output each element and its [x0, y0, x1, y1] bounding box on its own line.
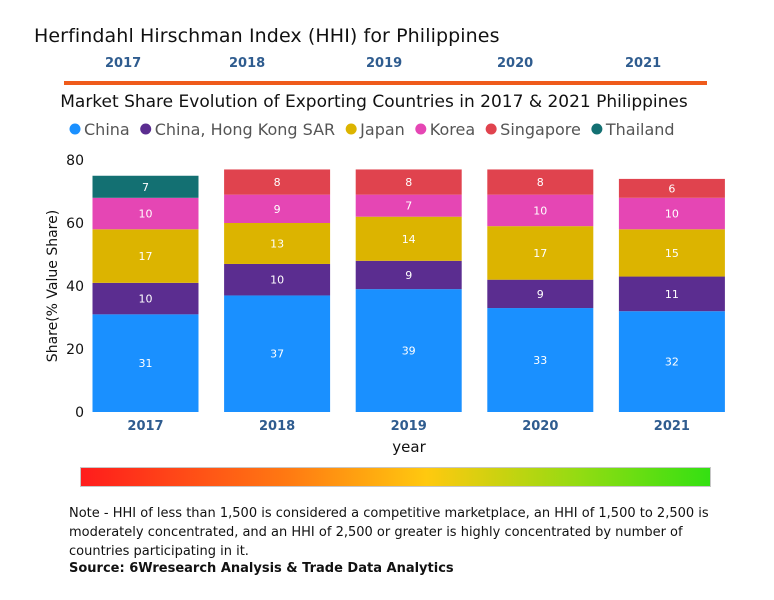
hhi-color-scale [80, 467, 711, 487]
data-label-2019-japan: 14 [402, 233, 416, 246]
bar-2021-korea [618, 197, 725, 230]
data-label-2017-china-hong-kong-sar: 10 [139, 293, 153, 306]
bar-2019-singapore [355, 169, 462, 195]
data-label-2017-thailand: 7 [142, 181, 149, 194]
bar-2020-singapore [487, 169, 594, 195]
bar-2021-china-hong-kong-sar [618, 276, 725, 312]
data-label-2020-singapore: 8 [537, 176, 544, 189]
legend-marker-korea [415, 123, 427, 135]
hhi-year-2017: 2017 [105, 56, 142, 71]
y-tick-40: 40 [66, 279, 84, 295]
hhi-year-2019: 2019 [366, 56, 403, 71]
hhi-year-2018: 2018 [229, 56, 266, 71]
bar-2020-china-hong-kong-sar [487, 279, 594, 309]
bar-2019-korea [355, 194, 462, 217]
legend-marker-china-hong-kong-sar [140, 123, 152, 135]
legend-label-thailand: Thailand [605, 120, 675, 139]
data-label-2018-singapore: 8 [274, 176, 281, 189]
source-text: Source: 6Wresearch Analysis & Trade Data… [69, 561, 454, 576]
hhi-year-2021: 2021 [625, 56, 662, 71]
stacked-bar-chart: Market Share Evolution of Exporting Coun… [45, 92, 725, 456]
data-label-2021-korea: 10 [665, 208, 679, 221]
orange-divider [64, 81, 707, 85]
data-label-2018-china-hong-kong-sar: 10 [270, 274, 284, 287]
bar-2019-china-hong-kong-sar [355, 260, 462, 290]
x-axis-label: year [392, 438, 426, 456]
y-tick-80: 80 [66, 153, 84, 169]
chart-title: Market Share Evolution of Exporting Coun… [60, 92, 688, 112]
data-label-2021-china-hong-kong-sar: 11 [665, 288, 679, 301]
hhi-year-2020: 2020 [497, 56, 534, 71]
data-label-2020-japan: 17 [533, 247, 547, 260]
data-label-2021-japan: 15 [665, 247, 679, 260]
data-label-2021-china: 32 [665, 356, 679, 369]
y-tick-60: 60 [66, 216, 84, 232]
bar-2020-korea [487, 194, 594, 227]
legend-label-singapore: Singapore [500, 120, 581, 139]
data-label-2019-china-hong-kong-sar: 9 [405, 269, 412, 282]
bar-2021-singapore [618, 178, 725, 198]
bar-2021-china [618, 311, 725, 412]
x-tick-2019: 2019 [391, 419, 427, 434]
x-tick-2020: 2020 [522, 419, 558, 434]
bar-2017-japan [92, 229, 199, 283]
legend-label-korea: Korea [430, 120, 475, 139]
data-label-2021-singapore: 6 [668, 182, 675, 195]
bar-2018-japan [224, 223, 331, 264]
x-tick-2021: 2021 [654, 419, 690, 434]
legend-marker-china [69, 123, 81, 135]
data-label-2018-china: 37 [270, 348, 284, 361]
bar-2018-singapore [224, 169, 331, 195]
bar-2017-korea [92, 197, 199, 230]
bar-2018-korea [224, 194, 331, 223]
data-label-2017-japan: 17 [139, 250, 153, 263]
bar-2017-thailand [92, 175, 199, 198]
data-label-2018-japan: 13 [270, 237, 284, 250]
data-label-2019-singapore: 8 [405, 176, 412, 189]
bar-2021-japan [618, 229, 725, 277]
bar-2018-china [224, 295, 331, 412]
bar-2017-china-hong-kong-sar [92, 282, 199, 315]
legend-label-china: China [84, 120, 130, 139]
bar-2017-china [92, 314, 199, 412]
bar-2020-china [487, 308, 594, 412]
y-axis-label: Share(% Value Share) [45, 210, 61, 362]
bar-2018-china-hong-kong-sar [224, 263, 331, 296]
y-tick-0: 0 [75, 405, 84, 421]
x-tick-2017: 2017 [127, 419, 163, 434]
data-label-2020-china-hong-kong-sar: 9 [537, 288, 544, 301]
legend-marker-singapore [485, 123, 497, 135]
data-label-2020-korea: 10 [533, 204, 547, 217]
data-label-2020-china: 33 [533, 354, 547, 367]
note-text: Note - HHI of less than 1,500 is conside… [69, 506, 709, 559]
y-tick-20: 20 [66, 342, 84, 358]
legend-label-china-hong-kong-sar: China, Hong Kong SAR [155, 120, 335, 139]
x-tick-2018: 2018 [259, 419, 295, 434]
data-label-2018-korea: 9 [274, 203, 281, 216]
data-label-2017-china: 31 [139, 357, 153, 370]
legend-marker-thailand [591, 123, 603, 135]
legend-label-japan: Japan [359, 120, 405, 139]
bar-2019-china [355, 289, 462, 412]
legend-marker-japan [345, 123, 357, 135]
data-label-2019-china: 39 [402, 345, 416, 358]
page-title: Herfindahl Hirschman Index (HHI) for Phi… [34, 25, 500, 47]
data-label-2017-korea: 10 [139, 208, 153, 221]
bar-2020-japan [487, 226, 594, 280]
data-label-2019-korea: 7 [405, 200, 412, 213]
bar-2019-japan [355, 216, 462, 261]
